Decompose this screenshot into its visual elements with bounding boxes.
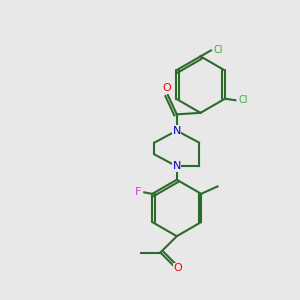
Text: O: O	[162, 83, 171, 94]
Text: Cl: Cl	[238, 95, 248, 105]
Text: F: F	[135, 188, 142, 197]
Text: O: O	[174, 263, 183, 273]
Text: N: N	[172, 161, 181, 171]
Text: Cl: Cl	[214, 45, 223, 56]
Text: N: N	[172, 126, 181, 136]
